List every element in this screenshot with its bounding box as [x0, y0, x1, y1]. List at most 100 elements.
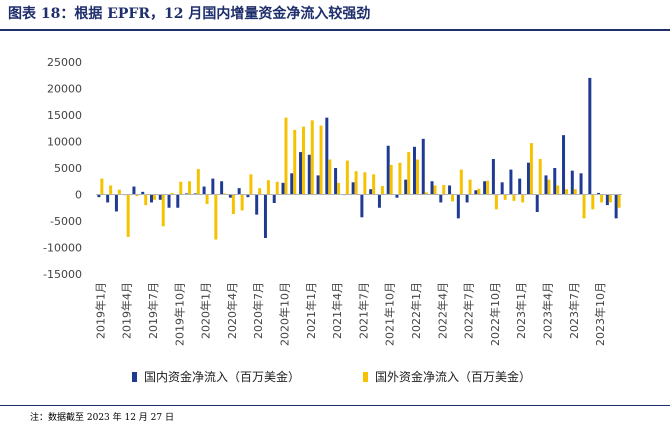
bar-foreign [565, 189, 568, 195]
bar-foreign [538, 158, 542, 195]
x-tick-label: 2020年10月 [277, 282, 291, 346]
bar-foreign [477, 188, 481, 195]
bar-domestic [263, 194, 267, 238]
bar-domestic [228, 194, 232, 198]
x-tick-label: 2021年4月 [330, 282, 344, 339]
bar-foreign [249, 174, 253, 195]
x-tick-label: 2023年1月 [514, 282, 528, 339]
y-tick-label: 15000 [47, 109, 82, 122]
y-tick-label: 10000 [47, 136, 82, 149]
bar-foreign [319, 125, 323, 195]
bar-domestic [211, 178, 215, 195]
footnote: 注：数据截至 2023 年 12 月 27 日 [30, 413, 174, 423]
bar-foreign [617, 194, 621, 208]
bar-domestic [404, 179, 408, 195]
bar-domestic [553, 168, 557, 195]
bar-foreign [380, 186, 384, 195]
x-tick-label: 2022年10月 [488, 282, 502, 346]
bar-foreign [144, 194, 148, 206]
bar-foreign [521, 194, 525, 203]
legend-swatch-domestic [132, 372, 137, 382]
bar-domestic [114, 194, 118, 212]
bar-domestic [535, 194, 539, 212]
bar-foreign [442, 184, 446, 195]
bar-domestic [220, 181, 224, 195]
bar-foreign [407, 152, 411, 195]
bar-domestic [176, 194, 180, 208]
y-tick-label: -5000 [50, 215, 82, 228]
bar-foreign [161, 194, 165, 227]
bar-domestic [386, 145, 390, 195]
bar-foreign [600, 194, 604, 203]
bar-foreign [284, 117, 288, 195]
bar-foreign [468, 179, 472, 195]
y-tick-label: 20000 [47, 83, 82, 96]
legend-label-foreign: 国外资金净流入（百万美金） [375, 369, 531, 384]
bar-domestic [141, 191, 145, 195]
bar-domestic [605, 194, 609, 206]
bar-foreign [486, 180, 490, 195]
bar-domestic [106, 194, 110, 203]
bar-domestic [439, 194, 443, 203]
bar-domestic [474, 190, 478, 195]
x-tick-label: 2021年1月 [304, 282, 318, 339]
bar-domestic [299, 152, 303, 195]
bar-domestic [272, 194, 276, 203]
x-axis: 2019年1月 2019年4月 2019年7月 2019年10月 2020年1月 2020… [93, 282, 607, 346]
bar-foreign [170, 192, 174, 195]
bar-domestic [597, 192, 601, 195]
bar-domestic [518, 178, 522, 195]
bar-foreign [205, 194, 209, 205]
bar-domestic [325, 117, 329, 195]
bar-foreign [214, 194, 218, 240]
bar-domestic [158, 194, 162, 200]
bar-foreign [494, 194, 498, 210]
x-tick-label: 2021年7月 [356, 282, 370, 339]
x-tick-label: 2023年7月 [567, 282, 581, 339]
legend-swatch-foreign [363, 372, 368, 382]
bar-domestic [290, 173, 294, 195]
x-tick-label: 2022年4月 [435, 282, 449, 339]
bar-domestic [588, 77, 592, 195]
bar-foreign [126, 194, 130, 237]
bar-domestic [281, 182, 285, 195]
y-tick-label: -10000 [43, 242, 82, 255]
bar-domestic [614, 194, 618, 219]
bar-foreign [547, 179, 551, 195]
bar-domestic [369, 189, 373, 195]
bar-foreign [152, 194, 156, 200]
bar-foreign [556, 185, 560, 195]
bars-group [97, 77, 621, 240]
bar-chart: 25000 20000 15000 10000 5000 0 -5000 -10000 -150… [43, 56, 622, 384]
x-tick-label: 2022年7月 [462, 282, 476, 339]
legend: 国内资金净流入（百万美金） 国外资金净流入（百万美金） [132, 369, 531, 384]
bar-domestic [430, 181, 434, 195]
bar-foreign [424, 192, 428, 195]
bar-foreign [302, 126, 305, 195]
legend-label-domestic: 国内资金净流入（百万美金） [144, 369, 300, 384]
footer-divider [0, 405, 670, 406]
y-tick-label: 5000 [54, 162, 82, 175]
x-tick-label: 2019年4月 [120, 282, 134, 339]
bar-domestic [202, 186, 206, 195]
x-tick-label: 2020年7月 [251, 282, 265, 339]
bar-foreign [179, 181, 183, 195]
bar-foreign [415, 159, 419, 195]
x-tick-label: 2023年4月 [540, 282, 554, 339]
bar-foreign [117, 189, 121, 195]
bar-domestic [448, 185, 452, 195]
bar-domestic [255, 194, 259, 215]
bar-domestic [167, 194, 171, 208]
bar-domestic [360, 194, 364, 218]
bar-foreign [582, 194, 586, 219]
bar-foreign [240, 194, 244, 211]
bar-domestic [193, 193, 197, 195]
bar-domestic [150, 194, 153, 203]
bar-domestic [509, 169, 513, 195]
bar-foreign [345, 160, 349, 195]
bar-domestic [483, 181, 487, 195]
bar-foreign [608, 194, 612, 203]
bar-foreign [503, 194, 507, 200]
bar-foreign [231, 194, 235, 215]
bar-foreign [512, 194, 516, 201]
